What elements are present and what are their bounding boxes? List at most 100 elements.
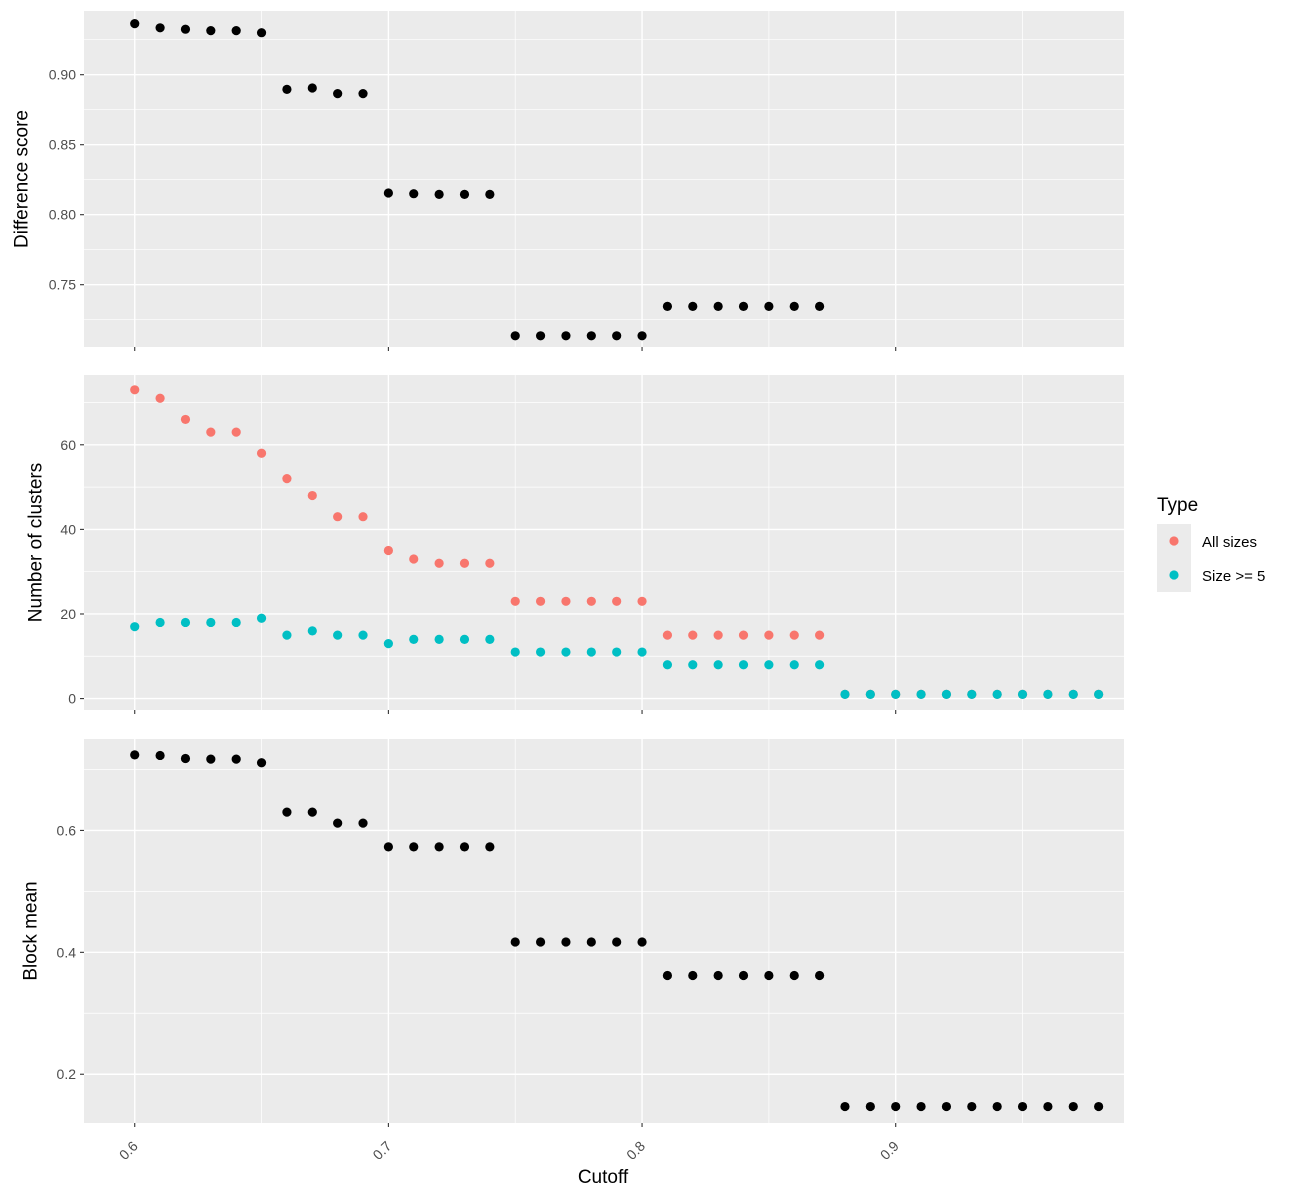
data-point — [992, 689, 1002, 699]
y-axis-title: Block mean — [21, 881, 42, 980]
y-tick-label: 0.2 — [57, 1066, 77, 1082]
data-point — [586, 937, 596, 947]
data-point — [815, 630, 825, 640]
data-point — [282, 630, 292, 640]
data-point — [459, 634, 470, 644]
y-axis-title: Difference score — [12, 110, 33, 248]
data-point — [535, 596, 546, 606]
data-point — [206, 26, 216, 36]
data-point — [231, 26, 241, 36]
data-point — [688, 660, 698, 670]
series-1 — [130, 750, 1104, 1112]
legend-entry: Size >= 5 — [1157, 558, 1265, 592]
panels-layer: 0.75 0.80 0.85 0.90 Difference score 0 20 40 60 N… — [12, 11, 1124, 1163]
data-point — [485, 842, 495, 852]
data-point — [764, 630, 774, 640]
data-point — [662, 660, 673, 670]
data-point — [738, 630, 749, 640]
data-point — [383, 842, 393, 852]
data-point — [434, 634, 444, 644]
data-point — [180, 617, 191, 628]
data-point — [307, 490, 317, 501]
data-point — [840, 1101, 850, 1112]
panel-background — [84, 739, 1124, 1123]
data-point — [231, 754, 241, 764]
data-point — [688, 970, 698, 981]
data-point — [307, 626, 317, 636]
data-point — [789, 970, 799, 981]
data-point — [612, 937, 622, 947]
data-point — [206, 754, 216, 764]
data-point — [789, 660, 799, 670]
data-point — [1043, 1101, 1053, 1112]
data-point — [840, 689, 850, 699]
data-point — [535, 647, 546, 657]
y-axis-title: Number of clusters — [26, 463, 47, 622]
panel-background — [84, 11, 1124, 347]
data-point — [1094, 1101, 1104, 1112]
data-point — [1017, 689, 1028, 699]
legend-key-point — [1169, 570, 1179, 580]
data-point — [510, 647, 520, 657]
x-tick-label: 0.7 — [369, 1138, 394, 1163]
data-point — [1017, 1101, 1028, 1112]
data-point — [916, 1101, 926, 1112]
data-point — [358, 512, 368, 522]
data-point — [358, 630, 368, 640]
data-point — [155, 750, 165, 761]
data-point — [409, 554, 419, 564]
data-point — [282, 807, 292, 817]
data-point — [155, 617, 165, 628]
y-tick-label: 20 — [60, 606, 76, 622]
legend-label: Size >= 5 — [1202, 568, 1265, 585]
y-tick-label: 0.80 — [49, 207, 76, 223]
data-point — [231, 617, 241, 628]
data-point — [612, 596, 622, 606]
data-point — [358, 818, 368, 828]
data-point — [358, 89, 368, 99]
data-point — [485, 558, 495, 568]
data-point — [333, 630, 343, 640]
data-point — [130, 622, 140, 632]
data-point — [561, 331, 571, 341]
data-point — [307, 807, 317, 817]
data-point — [383, 638, 393, 649]
panel-background — [84, 375, 1124, 710]
data-point — [891, 689, 901, 699]
data-point — [409, 842, 419, 852]
data-point — [637, 331, 647, 341]
data-point — [510, 331, 520, 341]
data-point — [586, 647, 596, 657]
panel-1: 0.75 0.80 0.85 0.90 Difference score — [12, 11, 1124, 351]
data-point — [688, 301, 698, 311]
data-point — [637, 647, 647, 657]
data-point — [612, 647, 622, 657]
data-point — [130, 19, 140, 29]
x-tick-label: 0.9 — [877, 1138, 902, 1163]
y-tick-label: 0.75 — [49, 277, 76, 293]
legend-title: Type — [1157, 495, 1198, 516]
data-point — [409, 189, 419, 199]
data-point — [815, 301, 825, 311]
y-tick-label: 40 — [60, 521, 76, 537]
data-point — [992, 1101, 1002, 1112]
data-point — [409, 634, 419, 644]
data-point — [561, 647, 571, 657]
data-point — [180, 24, 191, 34]
data-point — [561, 596, 571, 606]
data-point — [941, 1101, 952, 1112]
data-point — [256, 758, 267, 768]
data-point — [738, 660, 749, 670]
data-point — [307, 83, 317, 93]
data-point — [713, 660, 723, 670]
data-point — [967, 689, 977, 699]
data-point — [738, 970, 749, 981]
data-point — [586, 596, 596, 606]
data-point — [510, 937, 520, 947]
data-point — [738, 301, 749, 311]
y-tick-label: 0.90 — [49, 67, 76, 83]
data-point — [1094, 689, 1104, 699]
data-point — [383, 545, 393, 556]
data-point — [662, 301, 673, 311]
